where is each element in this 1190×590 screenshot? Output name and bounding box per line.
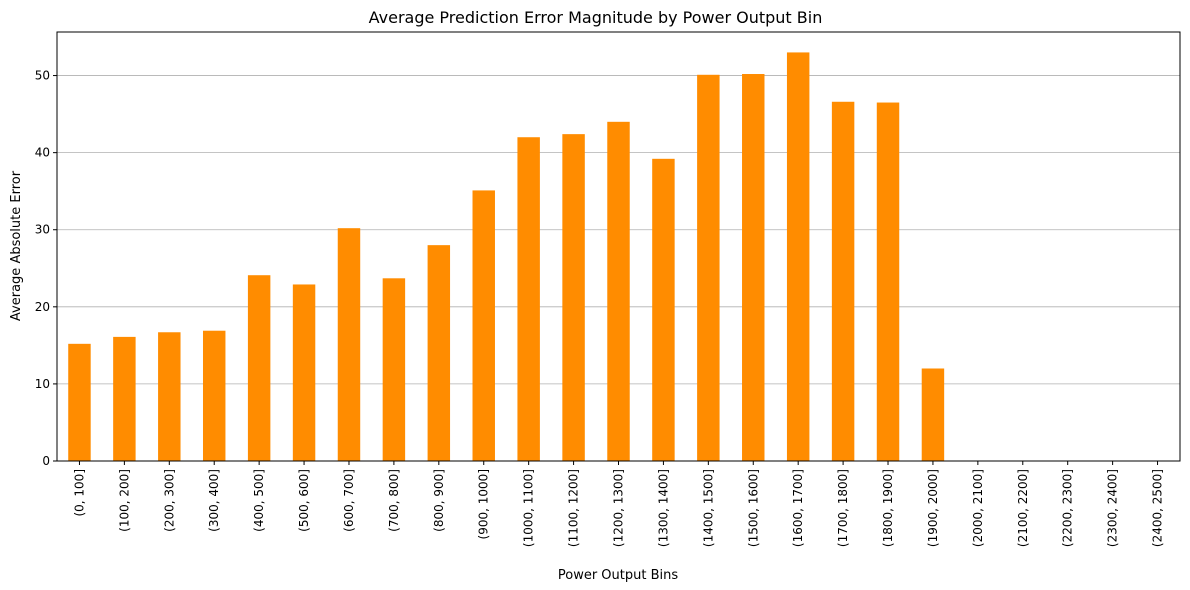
chart-title: Average Prediction Error Magnitude by Po… [369,8,823,27]
bar [607,121,630,461]
bar [562,134,585,461]
bar [742,74,765,461]
bar [202,330,226,461]
x-tick-label: (2200, 2300] [1061,469,1075,547]
y-tick-label: 10 [35,377,50,391]
x-tick-label: (2100, 2200] [1016,469,1030,547]
y-axis: 0 10 20 30 40 50 [35,69,57,468]
bar [382,278,406,461]
x-tick-label: (300, 400] [207,469,221,532]
x-tick-label: (2300, 2400] [1106,469,1120,547]
x-tick-label: (1000, 1100] [522,469,536,547]
x-tick-label: (0, 100] [72,469,86,517]
x-tick-label: (500, 600] [297,469,311,532]
x-tick-label: (1800, 1900] [881,469,895,547]
bar [472,190,495,461]
x-tick-label: (1400, 1500] [701,469,715,547]
x-tick-label: (600, 700] [342,469,356,532]
bar [158,332,181,461]
x-tick-label: (1300, 1400] [656,469,670,547]
bar [292,284,316,461]
x-tick-label: (2400, 2500] [1151,469,1165,547]
bar [517,137,540,461]
x-tick-label: (800, 900] [432,469,446,532]
x-tick-label: (700, 800] [387,469,401,532]
y-tick-label: 30 [35,223,50,237]
bar [831,101,855,461]
bar [921,368,945,461]
y-tick-label: 20 [35,300,50,314]
bar [876,102,900,462]
x-tick-label: (1500, 1600] [746,469,760,547]
bar [113,336,136,461]
x-tick-label: (2000, 2100] [971,469,985,547]
bar [247,275,271,461]
x-tick-label: (1700, 1800] [836,469,850,547]
y-tick-label: 0 [42,454,50,468]
x-tick-label: (1200, 1300] [612,469,626,547]
bar [652,158,675,461]
x-axis: (0, 100] (100, 200] (200, 300] (300, 400] (4… [72,461,1165,547]
x-tick-label: (1600, 1700] [791,469,805,547]
x-tick-label: (400, 500] [252,469,266,532]
x-tick-label: (100, 200] [117,469,131,532]
bars [68,52,945,462]
y-axis-label: Average Absolute Error [9,170,24,321]
bar [427,245,451,461]
y-tick-label: 40 [35,146,50,160]
bar [337,228,361,461]
x-axis-label: Power Output Bins [558,568,678,583]
y-tick-label: 50 [35,69,50,83]
x-tick-label: (200, 300] [162,469,176,532]
bar [68,343,91,461]
bar [786,52,810,462]
x-tick-label: (1900, 2000] [926,469,940,547]
x-tick-label: (900, 1000] [477,469,491,539]
x-tick-label: (1100, 1200] [567,469,581,547]
bar [697,74,720,461]
